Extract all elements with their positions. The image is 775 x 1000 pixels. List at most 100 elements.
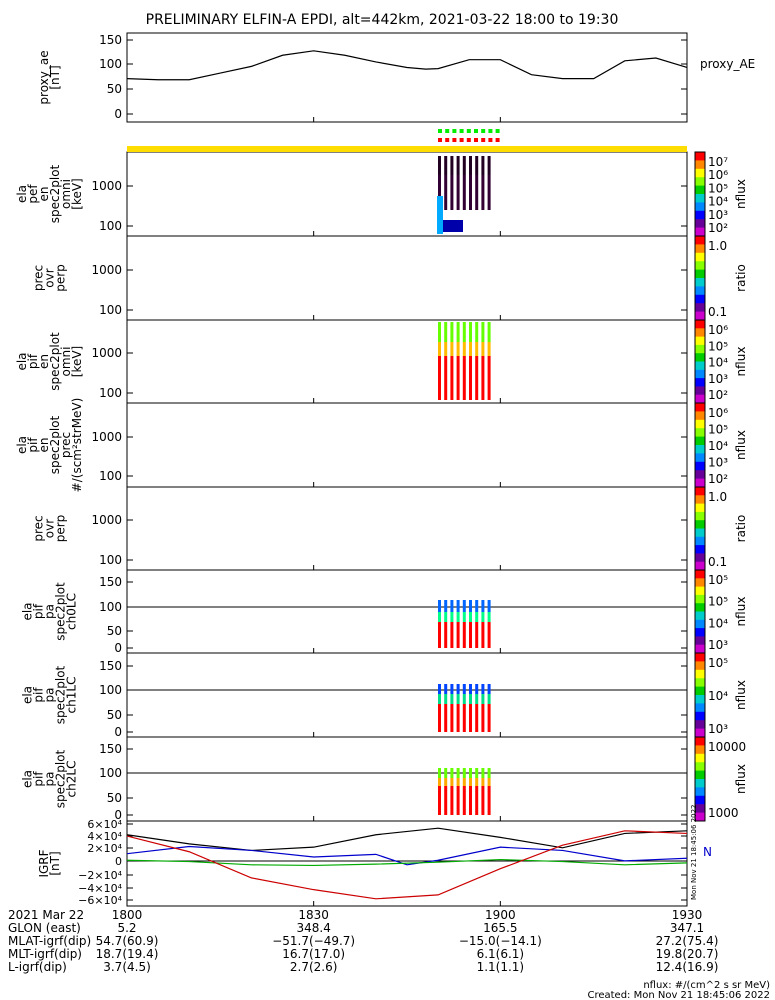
colorbar-segment <box>695 336 705 346</box>
spectrogram-cell <box>450 600 454 612</box>
footer-row-label: MLT-igrf(dip) <box>8 947 82 961</box>
colorbar-segment <box>695 661 705 671</box>
y-axis-label: #/(scm²strMeV) <box>70 398 84 493</box>
red-marker <box>481 138 486 142</box>
spectrogram-cell <box>462 622 466 648</box>
green-marker <box>459 129 464 133</box>
footer-value: 18.7(19.4) <box>96 947 159 961</box>
colorbar-segment <box>695 561 705 571</box>
spectrogram-cell <box>450 322 454 342</box>
red-marker <box>445 138 450 142</box>
panel-frame <box>126 402 688 488</box>
colorbar-segment <box>695 812 705 822</box>
y-tick-label: 100 <box>99 683 122 697</box>
spectrogram-cell <box>438 342 441 356</box>
spectrogram-cell <box>487 356 491 400</box>
green-marker <box>466 129 471 133</box>
colorbar-segment <box>695 553 705 563</box>
colorbar: 1.0 0.1 ratio <box>694 486 748 571</box>
timestamp-stamp: Mon Nov 21 18:45:06 2022 <box>690 805 698 900</box>
spectrogram-cell <box>487 786 491 815</box>
footer-row-label: 2021 Mar 22 <box>8 908 84 922</box>
spectrogram-cell <box>456 768 460 778</box>
y-axis-label: pif <box>26 437 40 453</box>
colorbar-segment <box>695 728 705 738</box>
colorbar-segment <box>695 470 705 480</box>
y-tick-label: 0 <box>114 107 122 121</box>
figure-title: PRELIMINARY ELFIN-A EPDI, alt=442km, 202… <box>146 12 619 28</box>
colorbar-label: nflux <box>734 597 748 627</box>
y-tick-label: 0 <box>115 855 122 868</box>
spectrogram-cell <box>487 612 491 622</box>
spectrogram-cell <box>481 322 485 342</box>
y-axis-label: spec2plot <box>54 749 68 808</box>
y-axis-label: ela <box>21 770 35 788</box>
colorbar-segment <box>695 394 705 404</box>
footer-note-units: nflux: #/(cm^2 s sr MeV) <box>643 980 770 991</box>
spectrogram-cell <box>444 175 448 210</box>
y-axis-label: ch1LC <box>65 677 79 714</box>
colorbar-segment <box>695 369 705 379</box>
y-tick-label: 100 <box>99 57 122 71</box>
spectrogram-cell <box>462 768 466 778</box>
colorbar-tick-label: 10⁶ <box>708 323 728 337</box>
colorbar: 10⁶ 10⁵ 10⁴ 10³ 10² nflux <box>694 402 748 488</box>
spectrogram-cell <box>450 694 454 704</box>
y-tick-label: 1000 <box>91 430 122 444</box>
spectrogram-cell <box>481 622 485 648</box>
colorbar-segment <box>695 770 705 780</box>
colorbar-segment <box>695 578 705 588</box>
colorbar-tick-label: 10³ <box>708 722 728 736</box>
colorbar-segment <box>695 653 705 662</box>
y-tick-label: −6×10⁴ <box>78 894 122 907</box>
y-tick-label: 100 <box>99 766 122 780</box>
spectrogram-cell <box>469 786 472 815</box>
colorbar-segment <box>695 403 705 412</box>
y-axis-label: spec2plot <box>48 332 62 391</box>
y-axis-label: ovr <box>43 519 57 538</box>
spectrogram-cell <box>456 786 460 815</box>
spectrogram-cell <box>450 778 454 786</box>
spectrogram-cell <box>456 175 460 210</box>
colorbar-segment <box>695 636 705 646</box>
colorbar-segment <box>695 570 705 579</box>
colorbar-tick-label: 1.0 <box>708 239 727 253</box>
y-tick-label: 1000 <box>91 346 122 360</box>
colorbar-segment <box>695 703 705 713</box>
colorbar-label: nflux <box>734 347 748 377</box>
colorbar-segment <box>695 720 705 730</box>
y-tick-label: 2×10⁴ <box>87 842 122 855</box>
spectrogram-cell <box>469 778 472 786</box>
colorbar-segment <box>695 411 705 421</box>
side-label: proxy_AE <box>700 57 755 71</box>
footer-value: 54.7(60.9) <box>96 934 159 948</box>
colorbar-tick-label: 10² <box>708 472 728 486</box>
green-marker <box>445 129 450 133</box>
panel-frame <box>126 569 688 654</box>
colorbar-tick-label: 10⁵ <box>708 181 728 195</box>
spectrogram-cell <box>456 342 460 356</box>
y-tick-label: 1000 <box>91 263 122 277</box>
colorbar-segment <box>695 795 705 805</box>
spectrogram-cell <box>462 175 466 210</box>
colorbar-tick-label: 10⁵ <box>708 423 728 437</box>
spectrogram-cell <box>438 768 441 778</box>
spectrogram-cell <box>475 704 479 732</box>
panel-frame <box>126 319 688 404</box>
footer-value: 12.4(16.9) <box>656 960 719 974</box>
colorbar-label: nflux <box>734 430 748 460</box>
colorbar-segment <box>695 168 705 178</box>
y-axis-label: ela <box>15 436 29 454</box>
spectrogram-cell <box>450 622 454 648</box>
colorbar-tick-label: 10⁶ <box>708 168 728 182</box>
spectrogram-cell <box>475 600 479 612</box>
spectrogram-cell <box>462 704 466 732</box>
spectrogram-cell <box>487 175 491 210</box>
spectrogram-cell <box>475 786 479 815</box>
spectrogram-cell <box>438 356 441 400</box>
panel-eli-pa-ch2: 150100500elapifpaspec2plotch2LC100001000… <box>21 736 748 822</box>
spectrogram-cell <box>456 322 460 342</box>
colorbar-segment <box>695 495 705 505</box>
